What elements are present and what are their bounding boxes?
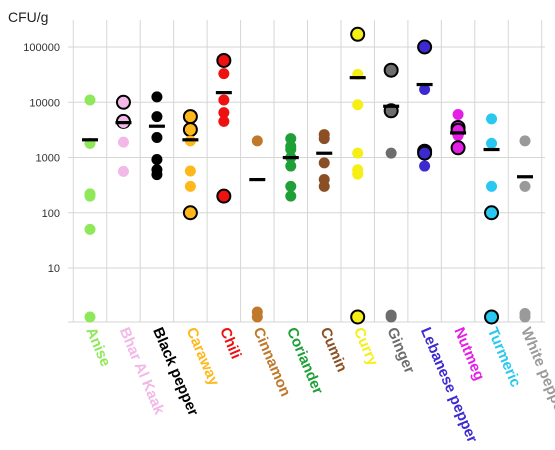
data-point — [383, 62, 399, 78]
data-point — [84, 311, 96, 323]
mean-marker — [316, 151, 333, 155]
data-point — [218, 115, 230, 127]
mean-marker — [383, 104, 400, 108]
gridlines — [68, 20, 545, 323]
x-tick-label: Curry — [350, 325, 382, 369]
mean-marker — [249, 177, 266, 182]
data-point — [318, 133, 330, 145]
data-point — [350, 26, 366, 42]
data-point — [285, 160, 297, 172]
y-tick-label: 10 — [48, 263, 60, 275]
mean-markers — [82, 76, 533, 182]
data-point — [452, 109, 464, 121]
data-point — [182, 122, 198, 138]
mean-marker — [450, 131, 467, 135]
data-point — [218, 107, 230, 119]
data-point — [519, 311, 531, 323]
data-point — [251, 311, 263, 323]
data-point — [216, 188, 232, 204]
data-point — [352, 168, 364, 180]
data-point — [184, 165, 196, 177]
data-point — [84, 190, 96, 202]
data-point — [486, 180, 498, 192]
data-point — [218, 68, 230, 80]
data-point — [216, 52, 232, 68]
y-tick-label: 10000 — [29, 97, 60, 109]
data-point — [285, 143, 297, 155]
y-tick-label: 1000 — [36, 153, 60, 165]
data-points — [84, 26, 531, 325]
data-point — [486, 113, 498, 125]
mean-marker — [115, 121, 132, 125]
data-point — [151, 91, 163, 103]
data-point — [84, 223, 96, 235]
data-point — [519, 135, 531, 147]
x-tick-label: Ginger — [383, 325, 418, 376]
x-tick-label: Cumin — [317, 325, 351, 375]
data-point — [385, 147, 397, 159]
data-point — [182, 205, 198, 221]
mean-marker — [517, 175, 533, 179]
mean-marker — [82, 138, 98, 142]
mean-marker — [282, 156, 299, 160]
data-point — [151, 169, 163, 181]
data-point — [285, 133, 297, 145]
data-point — [151, 111, 163, 123]
mean-marker — [349, 76, 366, 80]
data-point — [115, 94, 131, 110]
data-point — [251, 135, 263, 147]
data-point — [519, 180, 531, 192]
data-point — [285, 190, 297, 202]
y-tick-label: 100000 — [23, 42, 60, 54]
y-tick-labels: 10 100 1000 10000 100000 — [23, 42, 60, 275]
data-point — [151, 132, 163, 144]
mean-marker — [215, 91, 232, 95]
data-point — [117, 136, 129, 148]
data-point — [84, 94, 96, 106]
mean-marker — [483, 147, 500, 152]
data-point — [182, 109, 198, 125]
x-tick-label: White pepper — [517, 325, 555, 419]
y-tick-label: 100 — [42, 208, 60, 220]
data-point — [417, 39, 433, 55]
data-point — [450, 140, 466, 156]
data-point — [419, 160, 431, 172]
mean-marker — [182, 138, 199, 142]
data-point — [184, 180, 196, 192]
data-point — [218, 94, 230, 106]
data-point — [318, 180, 330, 192]
data-point — [151, 154, 163, 166]
data-point — [484, 309, 500, 325]
data-point — [484, 205, 500, 221]
data-point — [486, 137, 498, 149]
data-point — [419, 84, 431, 96]
data-point — [385, 311, 397, 323]
x-tick-label: Anise — [82, 325, 114, 369]
data-point — [350, 309, 366, 325]
x-tick-label: Chili — [216, 325, 244, 362]
x-tick-label: Nutmeg — [450, 325, 487, 383]
data-point — [318, 157, 330, 169]
y-axis-label: CFU/g — [8, 9, 48, 25]
data-point — [352, 99, 364, 111]
mean-marker — [148, 124, 165, 128]
x-tick-label: Turmeric — [484, 325, 524, 390]
data-point — [352, 147, 364, 159]
data-point — [117, 165, 129, 177]
data-point — [417, 145, 433, 161]
data-point — [285, 180, 297, 192]
mean-marker — [416, 82, 433, 87]
